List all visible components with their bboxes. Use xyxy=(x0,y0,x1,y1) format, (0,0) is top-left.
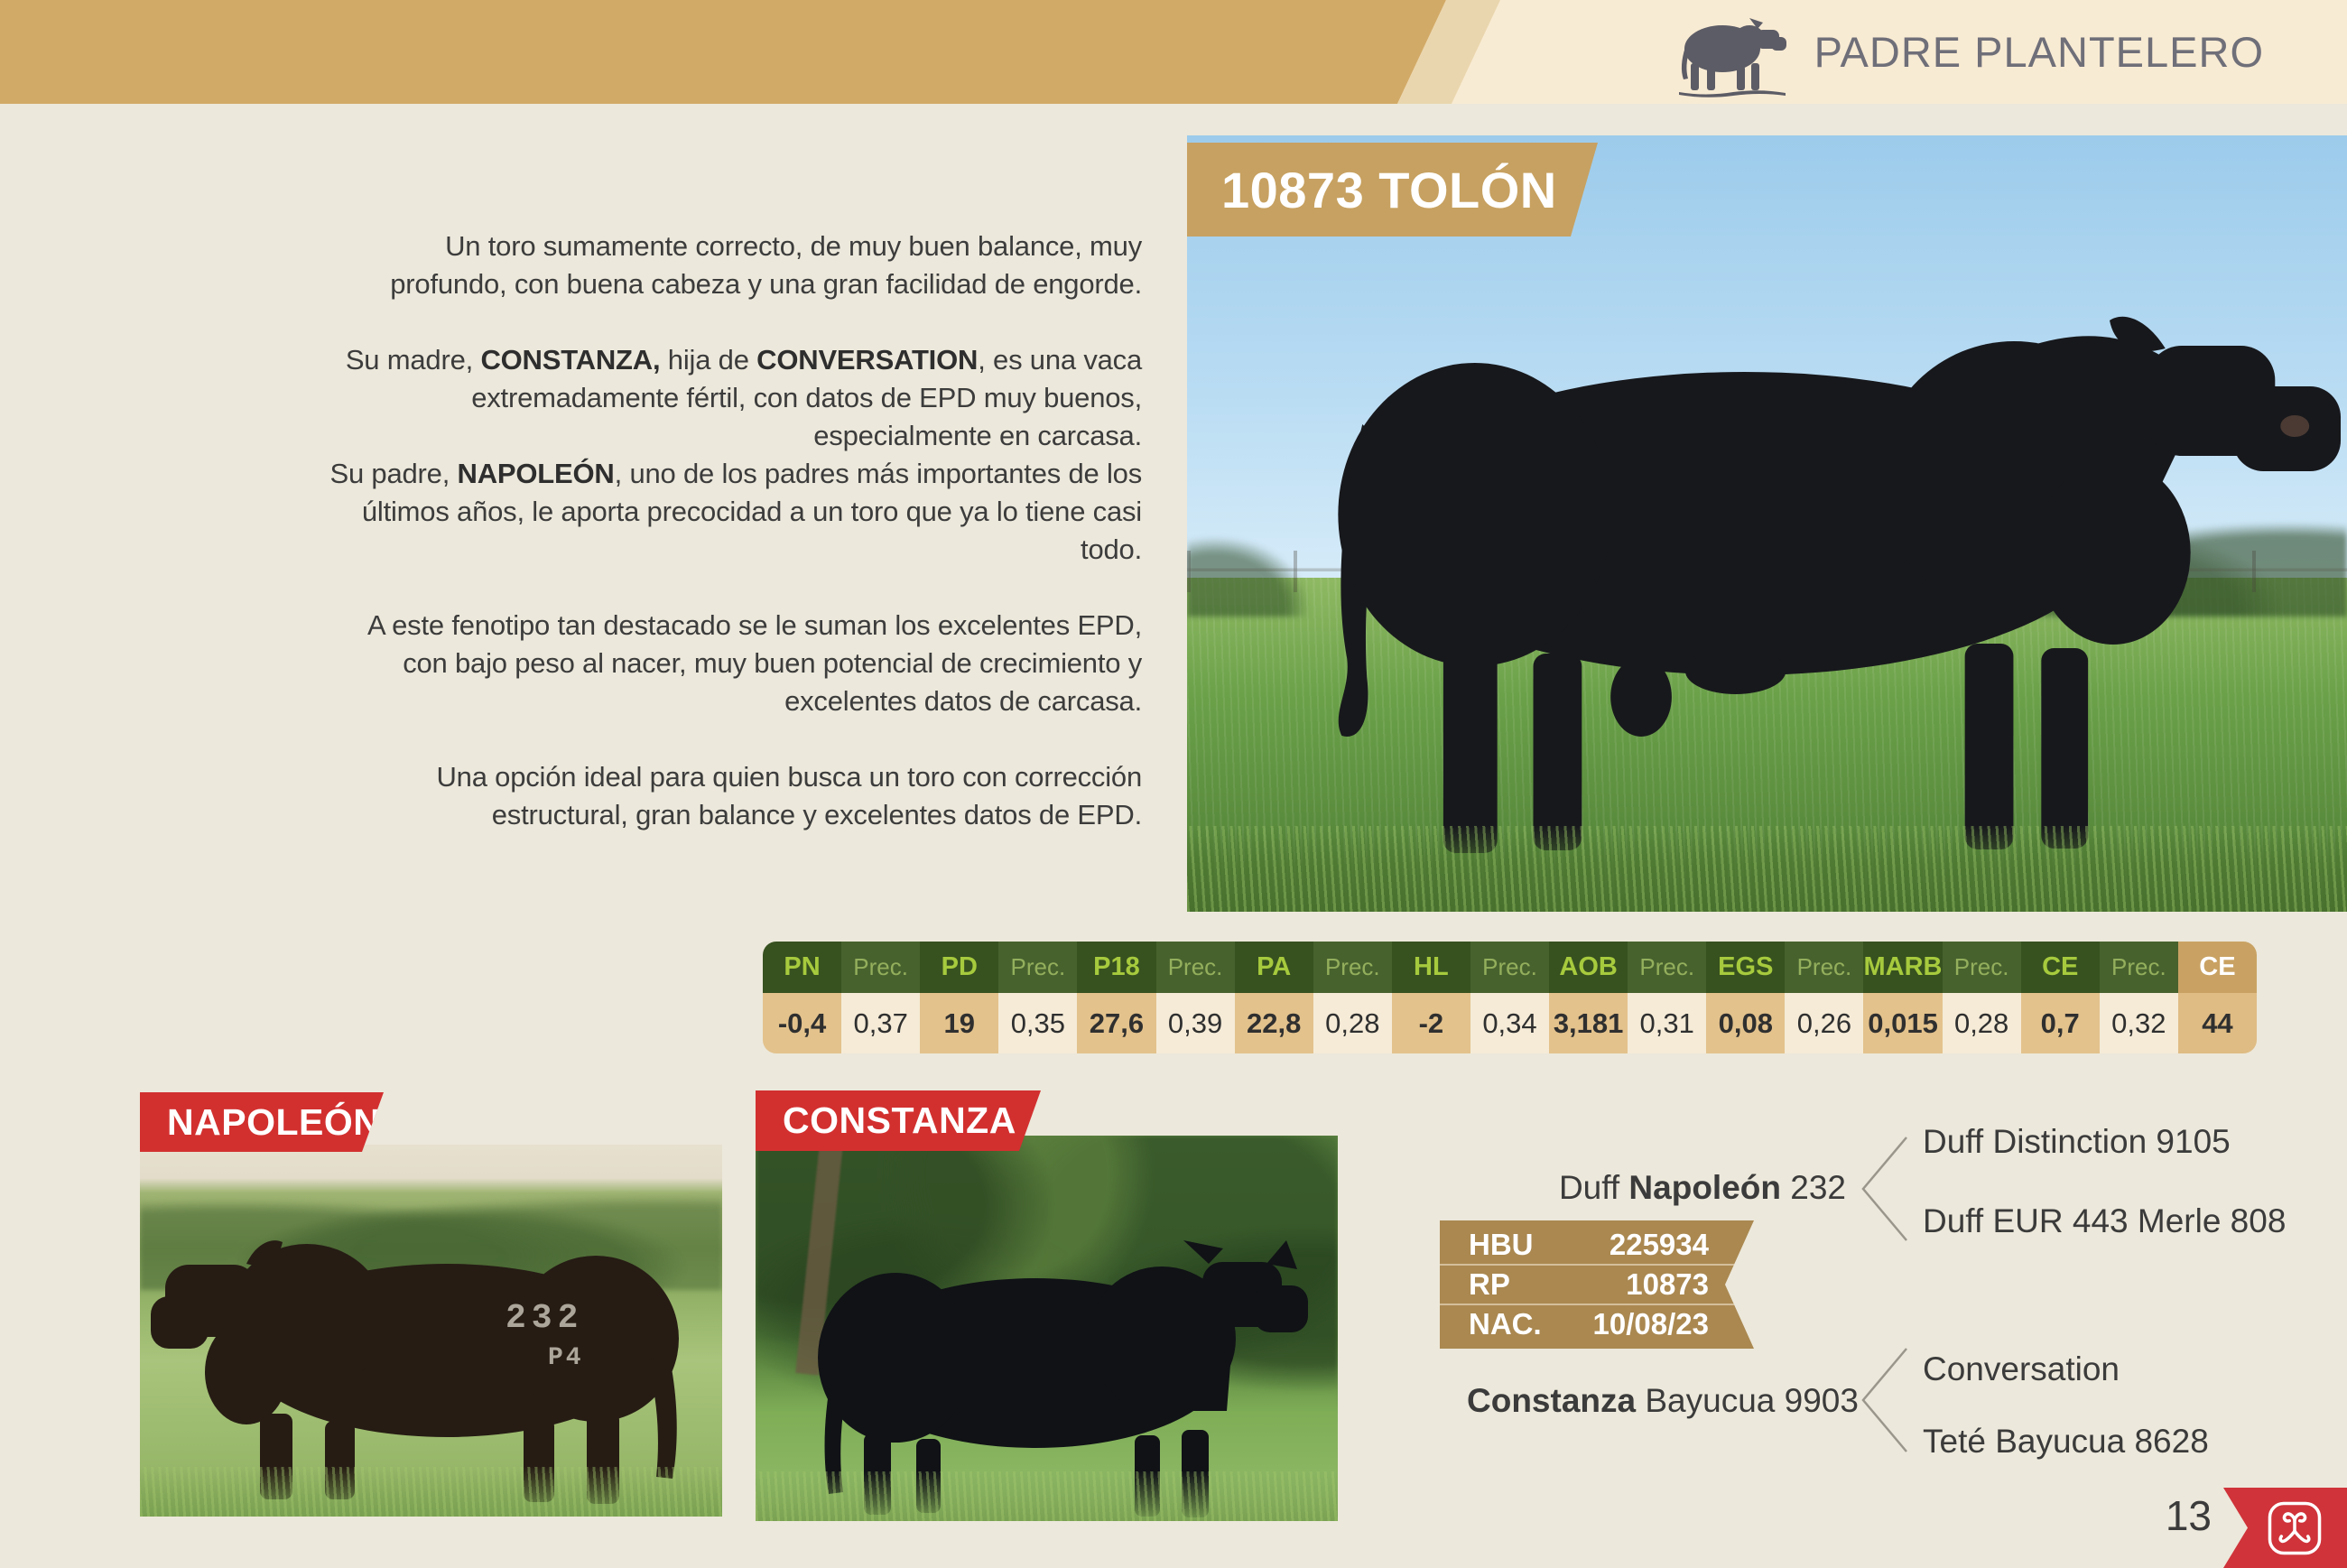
epd-value: 0,35 xyxy=(998,993,1078,1053)
dam-foreground-grass xyxy=(756,1471,1338,1521)
epd-value: 0,34 xyxy=(1470,993,1550,1053)
cattle-brand-logo-icon xyxy=(2266,1499,2324,1557)
epd-header: HL xyxy=(1391,942,1470,993)
description-paragraph: Una opción ideal para quien busca un tor… xyxy=(436,761,1142,830)
banner-gold-band xyxy=(0,0,1446,104)
epd-value: 0,37 xyxy=(841,993,921,1053)
sire-photo: 232 P4 xyxy=(140,1145,722,1517)
dam-label-text: CONSTANZA xyxy=(783,1099,1016,1141)
top-banner: PADRE PLANTELERO xyxy=(0,0,2347,104)
bull-silhouette-icon xyxy=(1674,11,1793,97)
registry-value: 10873 xyxy=(1626,1267,1709,1301)
epd-value: 27,6 xyxy=(1077,993,1156,1053)
epd-value: 0,31 xyxy=(1628,993,1707,1053)
epd-header: MARB xyxy=(1863,942,1943,993)
page-number: 13 xyxy=(2165,1492,2212,1539)
epd-header: Prec. xyxy=(841,942,921,993)
epd-header: Prec. xyxy=(998,942,1078,993)
registry-box: HBU 225934 RP 10873 NAC. 10/08/23 xyxy=(1440,1220,1754,1349)
pedigree-dam-sire: Conversation xyxy=(1923,1350,2120,1387)
epd-value: 0,39 xyxy=(1155,993,1235,1053)
epd-header: Prec. xyxy=(1942,942,2021,993)
epd-value: -0,4 xyxy=(763,993,842,1053)
registry-row: RP 10873 xyxy=(1440,1264,1754,1304)
sire-label-text: NAPOLEÓN xyxy=(167,1100,381,1143)
epd-header: Prec. xyxy=(2099,942,2178,993)
description-paragraph: Un toro sumamente correcto, de muy buen … xyxy=(390,230,1142,300)
epd-header: Prec. xyxy=(1313,942,1392,993)
pedigree-sire-sire: Duff Distinction 9105 xyxy=(1923,1123,2231,1160)
animal-tag-label: 10873 TOLÓN xyxy=(1187,143,1598,237)
epd-table: PN Prec. PD Prec. P18 Prec. PA Prec. HL … xyxy=(763,942,2257,1053)
registry-row: HBU 225934 xyxy=(1440,1226,1754,1264)
epd-header: P18 xyxy=(1077,942,1156,993)
pedigree-dam-name: Constanza Bayucua 9903 xyxy=(1467,1382,1859,1419)
pedigree-sire-dam: Duff EUR 443 Merle 808 xyxy=(1923,1202,2287,1239)
epd-header: PD xyxy=(920,942,999,993)
epd-header: AOB xyxy=(1549,942,1628,993)
registry-label: NAC. xyxy=(1469,1307,1542,1341)
description-paragraph: A este fenotipo tan destacado se le suma… xyxy=(366,609,1142,717)
animal-tag-text: 10873 TOLÓN xyxy=(1221,161,1557,218)
epd-header: Prec. xyxy=(1785,942,1864,993)
registry-label: RP xyxy=(1469,1267,1510,1301)
description-block: Un toro sumamente correcto, de muy buen … xyxy=(329,227,1143,834)
epd-header: Prec. xyxy=(1470,942,1550,993)
sire-foreground-grass xyxy=(140,1467,722,1517)
epd-value: 19 xyxy=(920,993,999,1053)
epd-value: 0,32 xyxy=(2099,993,2178,1053)
pedigree-bracket-icon xyxy=(1861,1347,1908,1453)
svg-text:P4: P4 xyxy=(548,1344,584,1372)
epd-value: 0,26 xyxy=(1785,993,1864,1053)
pedigree-sire-name: Duff Napoleón 232 xyxy=(1558,1169,1846,1206)
epd-header: CE xyxy=(2020,942,2100,993)
sire-name-label: NAPOLEÓN xyxy=(140,1092,384,1152)
epd-value: 44 xyxy=(2177,993,2257,1053)
dam-photo xyxy=(756,1136,1338,1521)
pedigree-bracket-icon xyxy=(1861,1136,1908,1242)
epd-value: 22,8 xyxy=(1234,993,1313,1053)
pedigree-dam-dam: Teté Bayucua 8628 xyxy=(1923,1423,2209,1460)
registry-value: 225934 xyxy=(1609,1228,1709,1261)
epd-value: -2 xyxy=(1391,993,1470,1053)
epd-value: 0,28 xyxy=(1313,993,1392,1053)
description-paragraph: Su madre, CONSTANZA, hija de CONVERSATIO… xyxy=(345,344,1142,451)
epd-value: 0,08 xyxy=(1706,993,1786,1053)
registry-row: NAC. 10/08/23 xyxy=(1440,1304,1754,1343)
epd-header: EGS xyxy=(1706,942,1786,993)
section-title: PADRE PLANTELERO xyxy=(1814,28,2264,76)
hero-bull-photo xyxy=(1187,135,2347,912)
dam-name-label: CONSTANZA xyxy=(756,1090,1041,1151)
epd-value: 3,181 xyxy=(1549,993,1628,1053)
epd-value: 0,015 xyxy=(1863,993,1943,1053)
epd-header: CE xyxy=(2177,942,2257,993)
epd-header: PA xyxy=(1234,942,1313,993)
sire-bull-photo: 232 P4 xyxy=(140,1145,722,1517)
hero-treeline-left xyxy=(1187,524,1327,617)
epd-header: Prec. xyxy=(1155,942,1235,993)
registry-value: 10/08/23 xyxy=(1592,1307,1709,1341)
corner-ribbon xyxy=(2223,1488,2347,1568)
epd-value: 0,7 xyxy=(2020,993,2100,1053)
hero-foreground-grass xyxy=(1187,826,2347,912)
epd-header: PN xyxy=(763,942,842,993)
dam-cow-photo xyxy=(756,1136,1338,1521)
epd-value: 0,28 xyxy=(1942,993,2021,1053)
description-paragraph: Su padre, NAPOLEÓN, uno de los padres má… xyxy=(329,458,1143,565)
hero-photo xyxy=(1187,135,2347,912)
svg-text:232: 232 xyxy=(506,1299,583,1338)
epd-header: Prec. xyxy=(1628,942,1707,993)
banner-header-group: PADRE PLANTELERO xyxy=(1674,0,2264,104)
registry-label: HBU xyxy=(1469,1228,1534,1261)
